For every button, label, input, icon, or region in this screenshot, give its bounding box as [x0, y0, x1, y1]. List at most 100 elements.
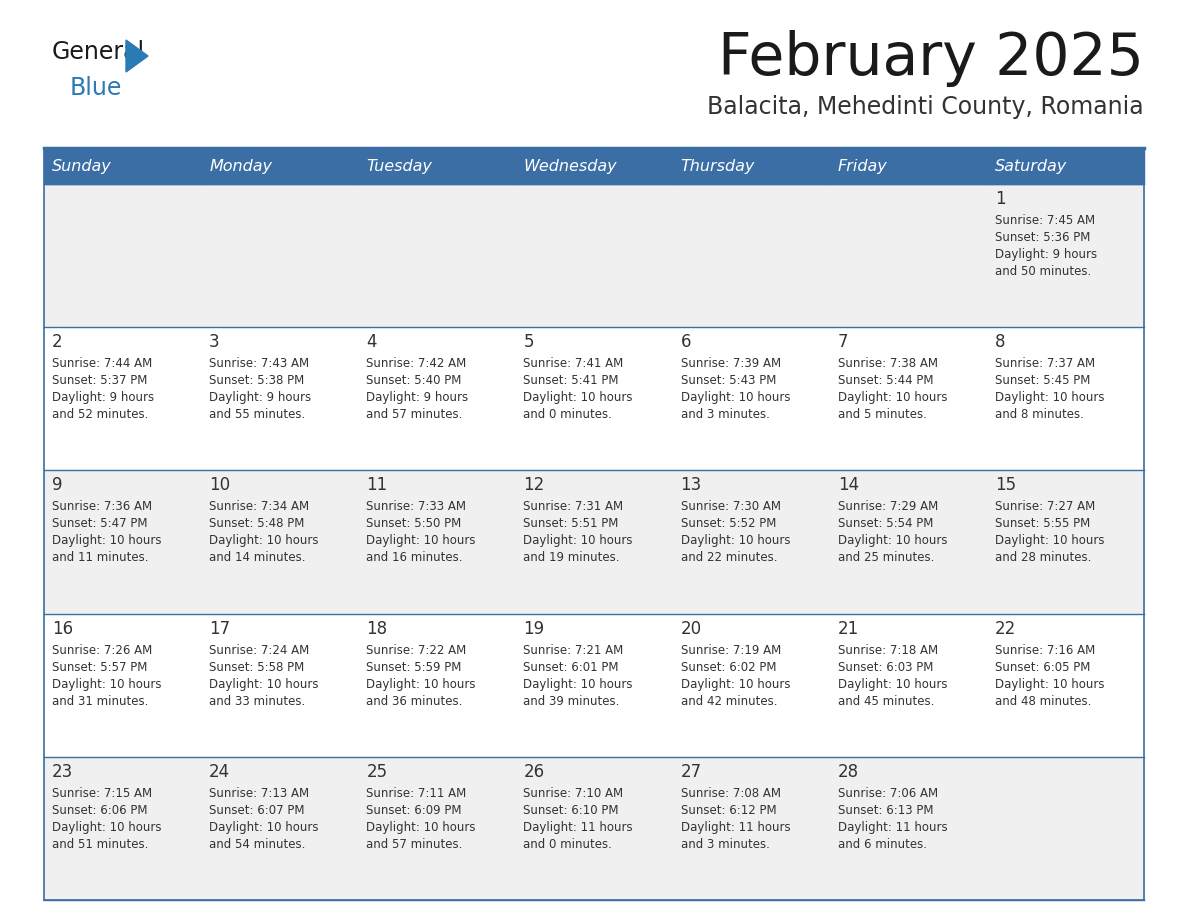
- Bar: [44, 184, 1144, 327]
- Text: Daylight: 10 hours: Daylight: 10 hours: [681, 677, 790, 690]
- Text: 15: 15: [994, 476, 1016, 495]
- Text: Sunset: 5:55 PM: Sunset: 5:55 PM: [994, 518, 1091, 531]
- Text: Sunset: 5:50 PM: Sunset: 5:50 PM: [366, 518, 461, 531]
- Text: Sunrise: 7:45 AM: Sunrise: 7:45 AM: [994, 214, 1095, 227]
- Text: 17: 17: [209, 620, 230, 638]
- Text: Daylight: 10 hours: Daylight: 10 hours: [366, 821, 475, 834]
- Text: Sunrise: 7:33 AM: Sunrise: 7:33 AM: [366, 500, 466, 513]
- Text: Sunset: 5:52 PM: Sunset: 5:52 PM: [681, 518, 776, 531]
- Text: 13: 13: [681, 476, 702, 495]
- Text: and 42 minutes.: and 42 minutes.: [681, 695, 777, 708]
- Text: Monday: Monday: [209, 159, 272, 174]
- Text: 3: 3: [209, 333, 220, 352]
- Text: and 16 minutes.: and 16 minutes.: [366, 552, 463, 565]
- Text: Sunrise: 7:26 AM: Sunrise: 7:26 AM: [52, 644, 152, 656]
- Text: Sunset: 5:48 PM: Sunset: 5:48 PM: [209, 518, 304, 531]
- Text: Sunrise: 7:19 AM: Sunrise: 7:19 AM: [681, 644, 781, 656]
- Text: and 31 minutes.: and 31 minutes.: [52, 695, 148, 708]
- Text: Daylight: 10 hours: Daylight: 10 hours: [994, 677, 1105, 690]
- Polygon shape: [126, 40, 148, 72]
- Text: Sunrise: 7:13 AM: Sunrise: 7:13 AM: [209, 787, 309, 800]
- Text: Sunset: 5:38 PM: Sunset: 5:38 PM: [209, 375, 304, 387]
- Text: 26: 26: [524, 763, 544, 781]
- Bar: [516, 148, 672, 184]
- Text: Sunrise: 7:10 AM: Sunrise: 7:10 AM: [524, 787, 624, 800]
- Text: Daylight: 10 hours: Daylight: 10 hours: [681, 534, 790, 547]
- Text: Sunset: 6:12 PM: Sunset: 6:12 PM: [681, 804, 776, 817]
- Text: 6: 6: [681, 333, 691, 352]
- Text: Sunset: 5:43 PM: Sunset: 5:43 PM: [681, 375, 776, 387]
- Text: and 57 minutes.: and 57 minutes.: [366, 409, 462, 421]
- Text: 9: 9: [52, 476, 63, 495]
- Text: Balacita, Mehedinti County, Romania: Balacita, Mehedinti County, Romania: [707, 95, 1144, 119]
- Text: Tuesday: Tuesday: [366, 159, 432, 174]
- Text: 21: 21: [838, 620, 859, 638]
- Text: 1: 1: [994, 190, 1005, 208]
- Text: 12: 12: [524, 476, 544, 495]
- Text: Sunrise: 7:43 AM: Sunrise: 7:43 AM: [209, 357, 309, 370]
- Text: 18: 18: [366, 620, 387, 638]
- Text: Daylight: 9 hours: Daylight: 9 hours: [366, 391, 468, 404]
- Bar: [672, 148, 829, 184]
- Text: Sunrise: 7:31 AM: Sunrise: 7:31 AM: [524, 500, 624, 513]
- Text: Sunrise: 7:38 AM: Sunrise: 7:38 AM: [838, 357, 937, 370]
- Text: and 28 minutes.: and 28 minutes.: [994, 552, 1092, 565]
- Text: 28: 28: [838, 763, 859, 781]
- Text: 25: 25: [366, 763, 387, 781]
- Text: Sunset: 5:44 PM: Sunset: 5:44 PM: [838, 375, 934, 387]
- Text: and 0 minutes.: and 0 minutes.: [524, 838, 612, 851]
- Text: Daylight: 10 hours: Daylight: 10 hours: [209, 677, 318, 690]
- Bar: [44, 756, 1144, 900]
- Text: and 51 minutes.: and 51 minutes.: [52, 838, 148, 851]
- Text: Sunrise: 7:44 AM: Sunrise: 7:44 AM: [52, 357, 152, 370]
- Text: 19: 19: [524, 620, 544, 638]
- Text: Sunday: Sunday: [52, 159, 112, 174]
- Text: Sunset: 6:05 PM: Sunset: 6:05 PM: [994, 661, 1091, 674]
- Text: and 22 minutes.: and 22 minutes.: [681, 552, 777, 565]
- Text: 14: 14: [838, 476, 859, 495]
- Text: and 3 minutes.: and 3 minutes.: [681, 409, 770, 421]
- Text: Sunset: 6:02 PM: Sunset: 6:02 PM: [681, 661, 776, 674]
- Text: Sunset: 6:10 PM: Sunset: 6:10 PM: [524, 804, 619, 817]
- Text: 16: 16: [52, 620, 74, 638]
- Text: Sunrise: 7:18 AM: Sunrise: 7:18 AM: [838, 644, 937, 656]
- Text: and 48 minutes.: and 48 minutes.: [994, 695, 1092, 708]
- Text: Sunrise: 7:22 AM: Sunrise: 7:22 AM: [366, 644, 467, 656]
- Bar: [44, 613, 1144, 756]
- Bar: [829, 148, 987, 184]
- Text: Sunrise: 7:16 AM: Sunrise: 7:16 AM: [994, 644, 1095, 656]
- Bar: [987, 148, 1144, 184]
- Text: Daylight: 10 hours: Daylight: 10 hours: [52, 534, 162, 547]
- Text: and 36 minutes.: and 36 minutes.: [366, 695, 462, 708]
- Text: 2: 2: [52, 333, 63, 352]
- Text: Daylight: 11 hours: Daylight: 11 hours: [838, 821, 947, 834]
- Text: Daylight: 10 hours: Daylight: 10 hours: [209, 821, 318, 834]
- Text: Sunrise: 7:34 AM: Sunrise: 7:34 AM: [209, 500, 309, 513]
- Text: and 54 minutes.: and 54 minutes.: [209, 838, 305, 851]
- Text: Sunrise: 7:42 AM: Sunrise: 7:42 AM: [366, 357, 467, 370]
- Text: and 14 minutes.: and 14 minutes.: [209, 552, 305, 565]
- Text: 20: 20: [681, 620, 702, 638]
- Text: Daylight: 10 hours: Daylight: 10 hours: [838, 677, 947, 690]
- Text: Sunrise: 7:15 AM: Sunrise: 7:15 AM: [52, 787, 152, 800]
- Text: 5: 5: [524, 333, 533, 352]
- Text: and 52 minutes.: and 52 minutes.: [52, 409, 148, 421]
- Text: Daylight: 10 hours: Daylight: 10 hours: [524, 534, 633, 547]
- Text: Daylight: 10 hours: Daylight: 10 hours: [838, 391, 947, 404]
- Text: 4: 4: [366, 333, 377, 352]
- Text: Sunset: 5:47 PM: Sunset: 5:47 PM: [52, 518, 147, 531]
- Text: Daylight: 10 hours: Daylight: 10 hours: [524, 677, 633, 690]
- Bar: [359, 148, 516, 184]
- Text: 11: 11: [366, 476, 387, 495]
- Text: General: General: [52, 40, 145, 64]
- Text: Daylight: 10 hours: Daylight: 10 hours: [209, 534, 318, 547]
- Text: Sunrise: 7:24 AM: Sunrise: 7:24 AM: [209, 644, 309, 656]
- Text: Daylight: 9 hours: Daylight: 9 hours: [52, 391, 154, 404]
- Bar: [44, 470, 1144, 613]
- Text: Thursday: Thursday: [681, 159, 754, 174]
- Text: Sunrise: 7:37 AM: Sunrise: 7:37 AM: [994, 357, 1095, 370]
- Text: Daylight: 10 hours: Daylight: 10 hours: [52, 677, 162, 690]
- Text: Sunset: 5:40 PM: Sunset: 5:40 PM: [366, 375, 462, 387]
- Text: Wednesday: Wednesday: [524, 159, 617, 174]
- Text: Sunrise: 7:41 AM: Sunrise: 7:41 AM: [524, 357, 624, 370]
